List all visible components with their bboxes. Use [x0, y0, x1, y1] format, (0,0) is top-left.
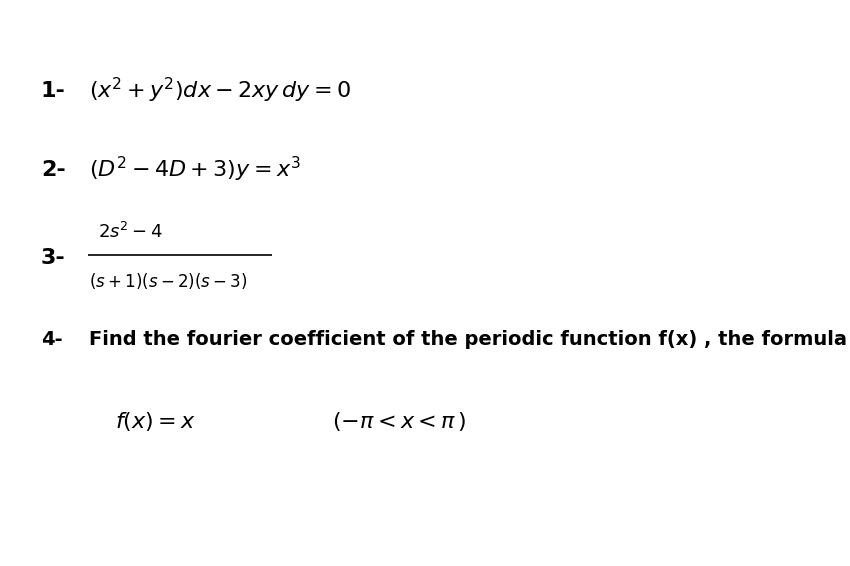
Text: 2-: 2- — [41, 160, 65, 180]
Text: Find the fourier coefficient of the periodic function f(x) , the formula is :: Find the fourier coefficient of the peri… — [89, 330, 850, 349]
Text: $(-\pi < x < \pi\,)$: $(-\pi < x < \pi\,)$ — [332, 410, 466, 433]
Text: 3-: 3- — [41, 247, 65, 268]
Text: 1-: 1- — [41, 80, 65, 101]
Text: $(s+1)(s-2)(s-3)$: $(s+1)(s-2)(s-3)$ — [89, 271, 247, 291]
Text: 4-: 4- — [41, 330, 62, 349]
Text: $(x^2 + y^2)dx - 2xy\, dy = 0$: $(x^2 + y^2)dx - 2xy\, dy = 0$ — [89, 76, 351, 105]
Text: $2 s^2-4$: $2 s^2-4$ — [98, 222, 162, 242]
Text: $(D^2 - 4D + 3)y = x^3$: $(D^2 - 4D + 3)y = x^3$ — [89, 155, 301, 185]
Text: $f(x) = x$: $f(x) = x$ — [115, 410, 196, 433]
